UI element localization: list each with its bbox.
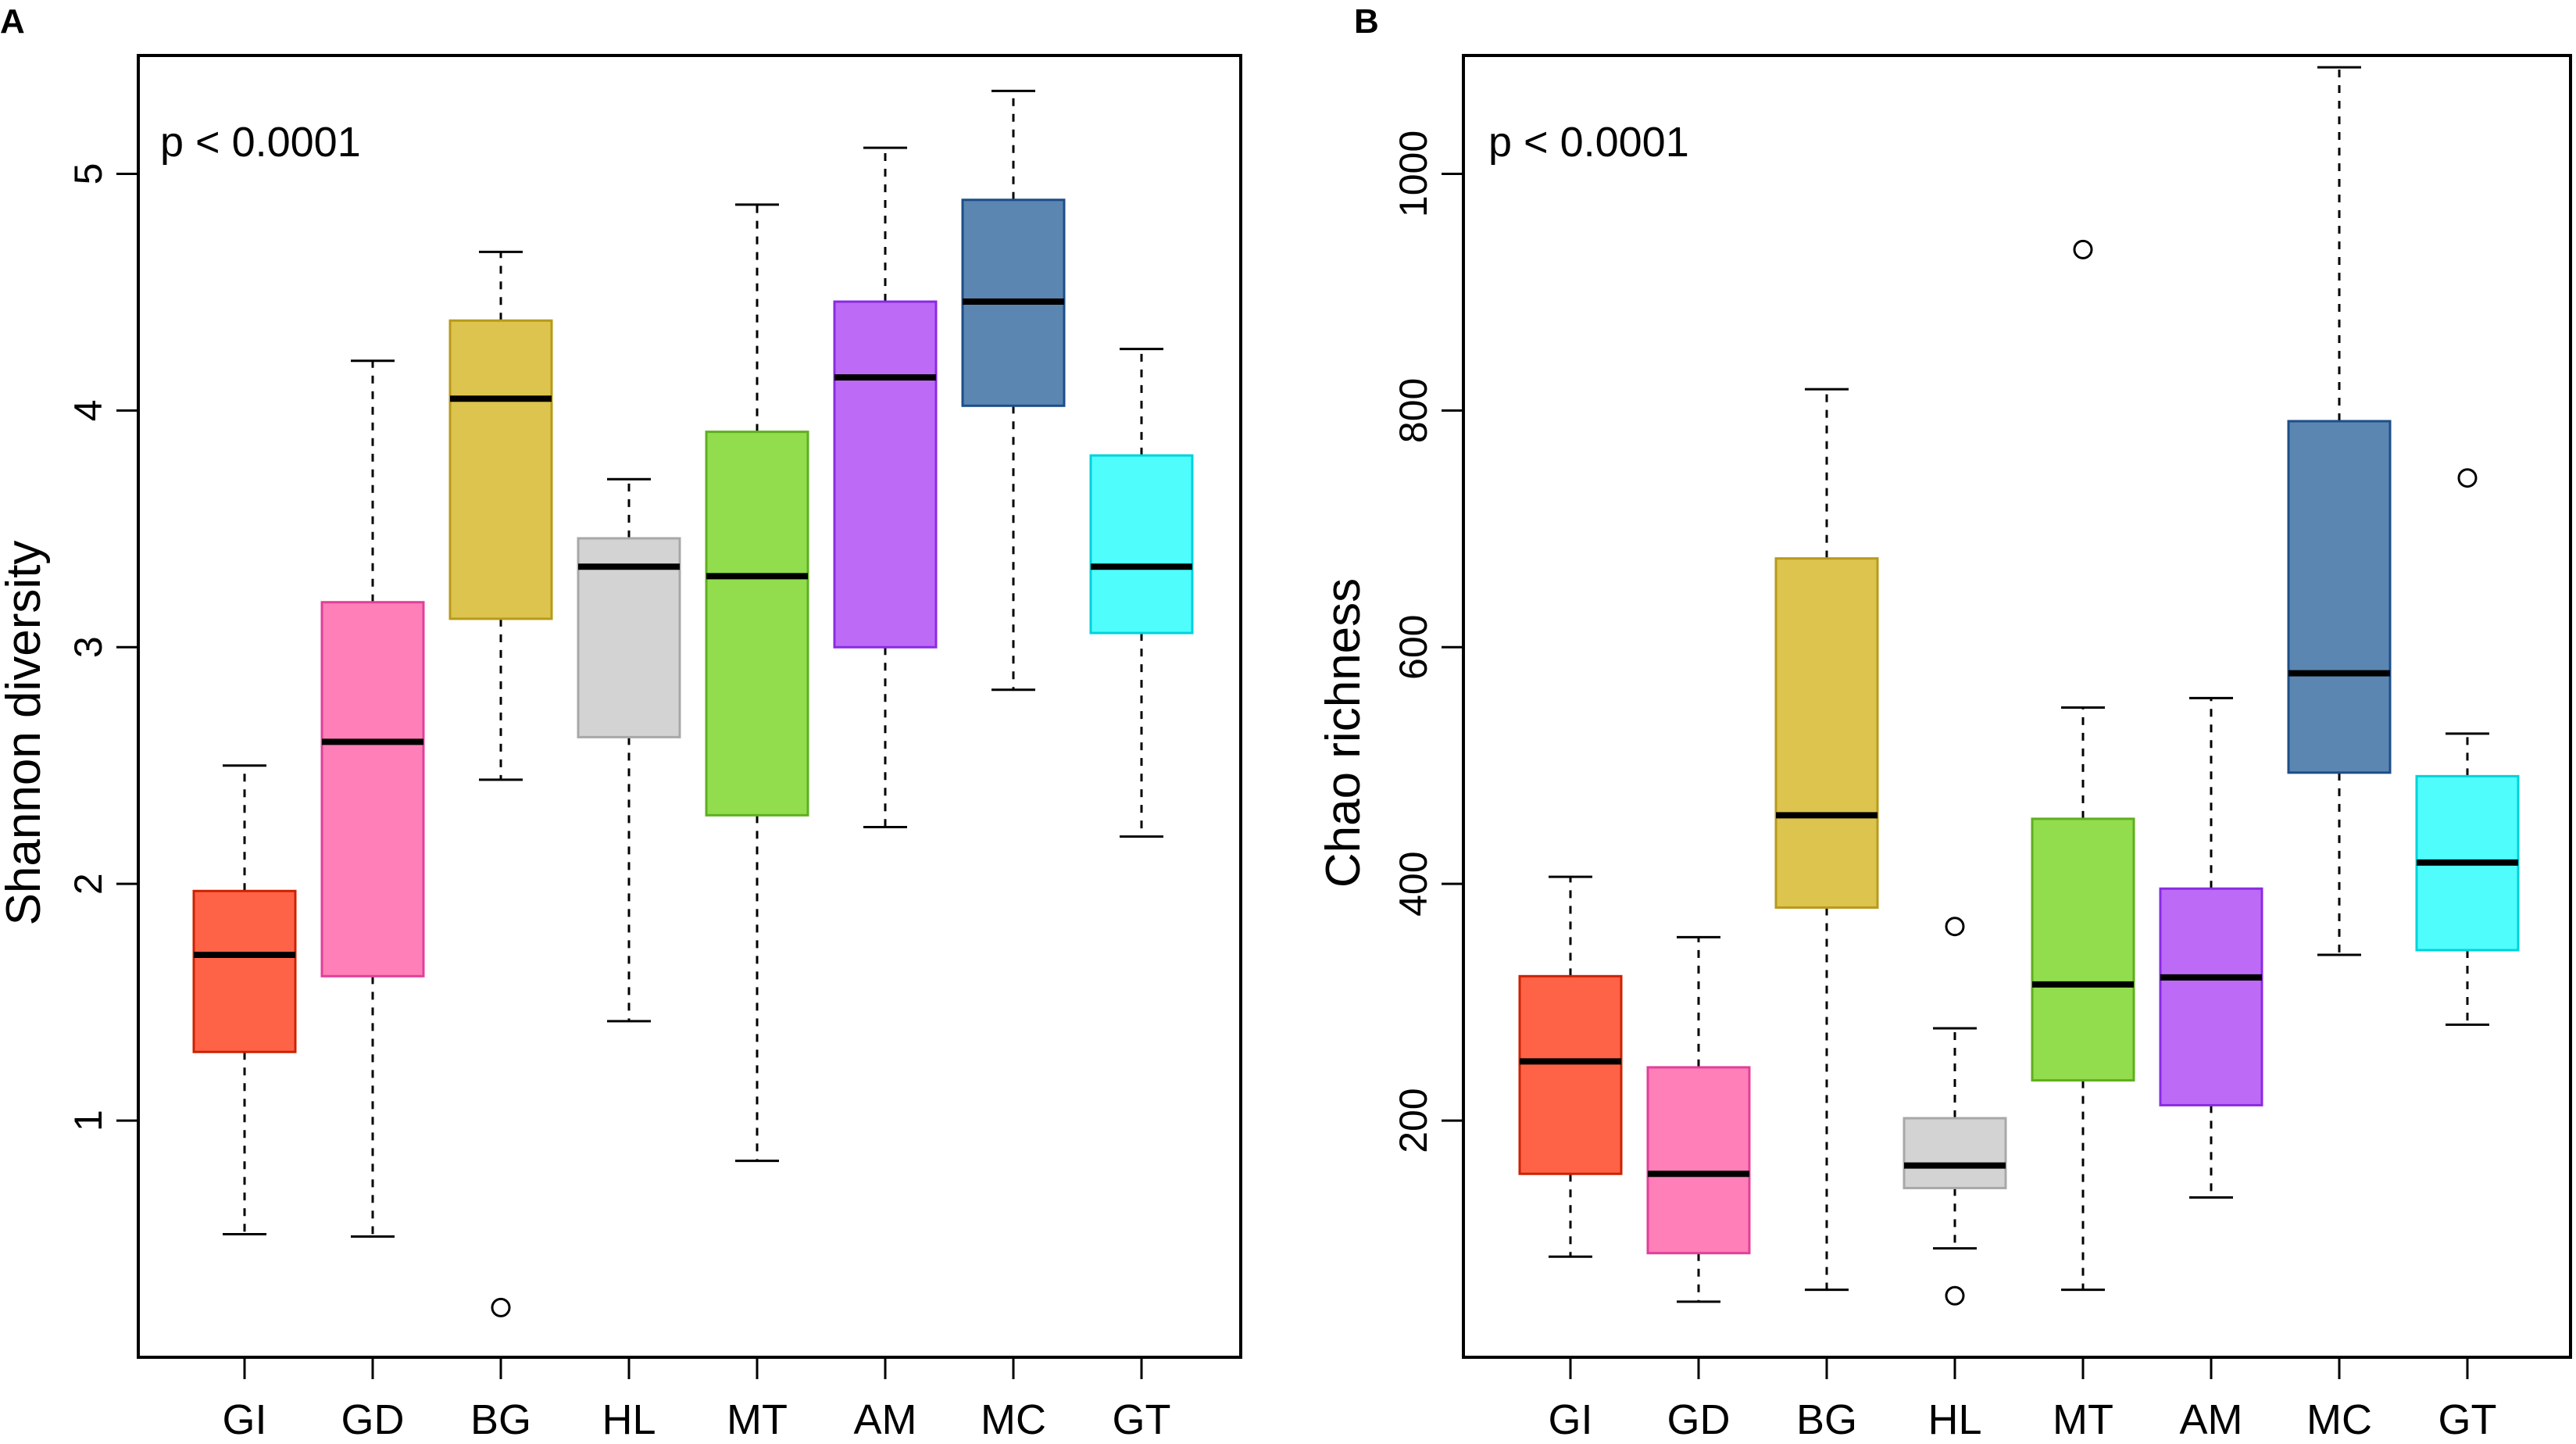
box-am (833, 300, 938, 649)
x-tick-label: BG (1796, 1396, 1857, 1443)
p-value-annotation: p < 0.0001 (160, 119, 361, 166)
x-tick-label: GD (1667, 1396, 1731, 1443)
x-tick-label: MC (2306, 1396, 2372, 1443)
y-tick-label: 200 (1392, 1088, 1435, 1153)
box-hl (577, 537, 681, 738)
box-mt (2031, 817, 2135, 1082)
y-tick-label: 1 (66, 1110, 110, 1131)
box-mc (2287, 420, 2392, 774)
y-tick-label: 600 (1392, 615, 1435, 680)
box-gi (192, 889, 297, 1053)
x-tick-label: GT (2438, 1396, 2497, 1443)
y-tick-label: 3 (66, 636, 110, 658)
outlier-point (2457, 468, 2478, 488)
x-tick-label: GI (1548, 1396, 1592, 1443)
panel-label: B (1354, 2, 1379, 41)
panel-a: A p < 0.0001 Shannon diversity 1 2 3 4 5 GI GD… (0, 2, 1242, 1443)
y-tick-label: 1000 (1392, 130, 1435, 217)
x-tick-label: HL (602, 1396, 656, 1443)
y-tick-label: 2 (66, 873, 110, 895)
y-tick-label: 800 (1392, 378, 1435, 443)
panel-label: A (0, 2, 25, 41)
box-gd (1646, 1066, 1751, 1255)
y-tick-label: 400 (1392, 851, 1435, 916)
y-axis-label: Shannon diversity (0, 541, 51, 926)
y-tick-label: 5 (66, 163, 110, 185)
x-tick-label: AM (854, 1396, 917, 1443)
box-gi (1518, 974, 1623, 1175)
plot-area (1518, 66, 2520, 1306)
y-tick-label: 4 (66, 399, 110, 421)
x-tick-label: BG (470, 1396, 531, 1443)
plot-frame (137, 54, 1242, 1359)
outlier-point (491, 1297, 511, 1317)
x-tick-label: GI (222, 1396, 266, 1443)
box-bg (1774, 557, 1879, 909)
plot-area (192, 89, 1194, 1317)
p-value-annotation: p < 0.0001 (1488, 119, 1689, 166)
box-am (2159, 887, 2263, 1106)
outlier-point (1945, 917, 1965, 937)
x-tick-label: HL (1928, 1396, 1981, 1443)
x-tick-label: GT (1113, 1396, 1171, 1443)
box-gt (1089, 454, 1194, 634)
x-tick-label: MT (2053, 1396, 2113, 1443)
panel-b: B p < 0.0001 Chao richness 200 400 600 800 1… (1317, 2, 2572, 1443)
x-tick-label: MT (727, 1396, 788, 1443)
box-bg (448, 319, 553, 620)
x-tick-label: GD (341, 1396, 405, 1443)
plot-frame (1462, 54, 2572, 1359)
y-axis-label: Chao richness (1317, 578, 1370, 888)
box-hl (1903, 1117, 2007, 1189)
x-tick-label: MC (981, 1396, 1046, 1443)
outlier-point (1945, 1285, 1965, 1306)
x-tick-label: AM (2180, 1396, 2243, 1443)
box-mt (705, 431, 809, 817)
box-gd (320, 601, 425, 978)
outlier-point (2073, 239, 2093, 259)
